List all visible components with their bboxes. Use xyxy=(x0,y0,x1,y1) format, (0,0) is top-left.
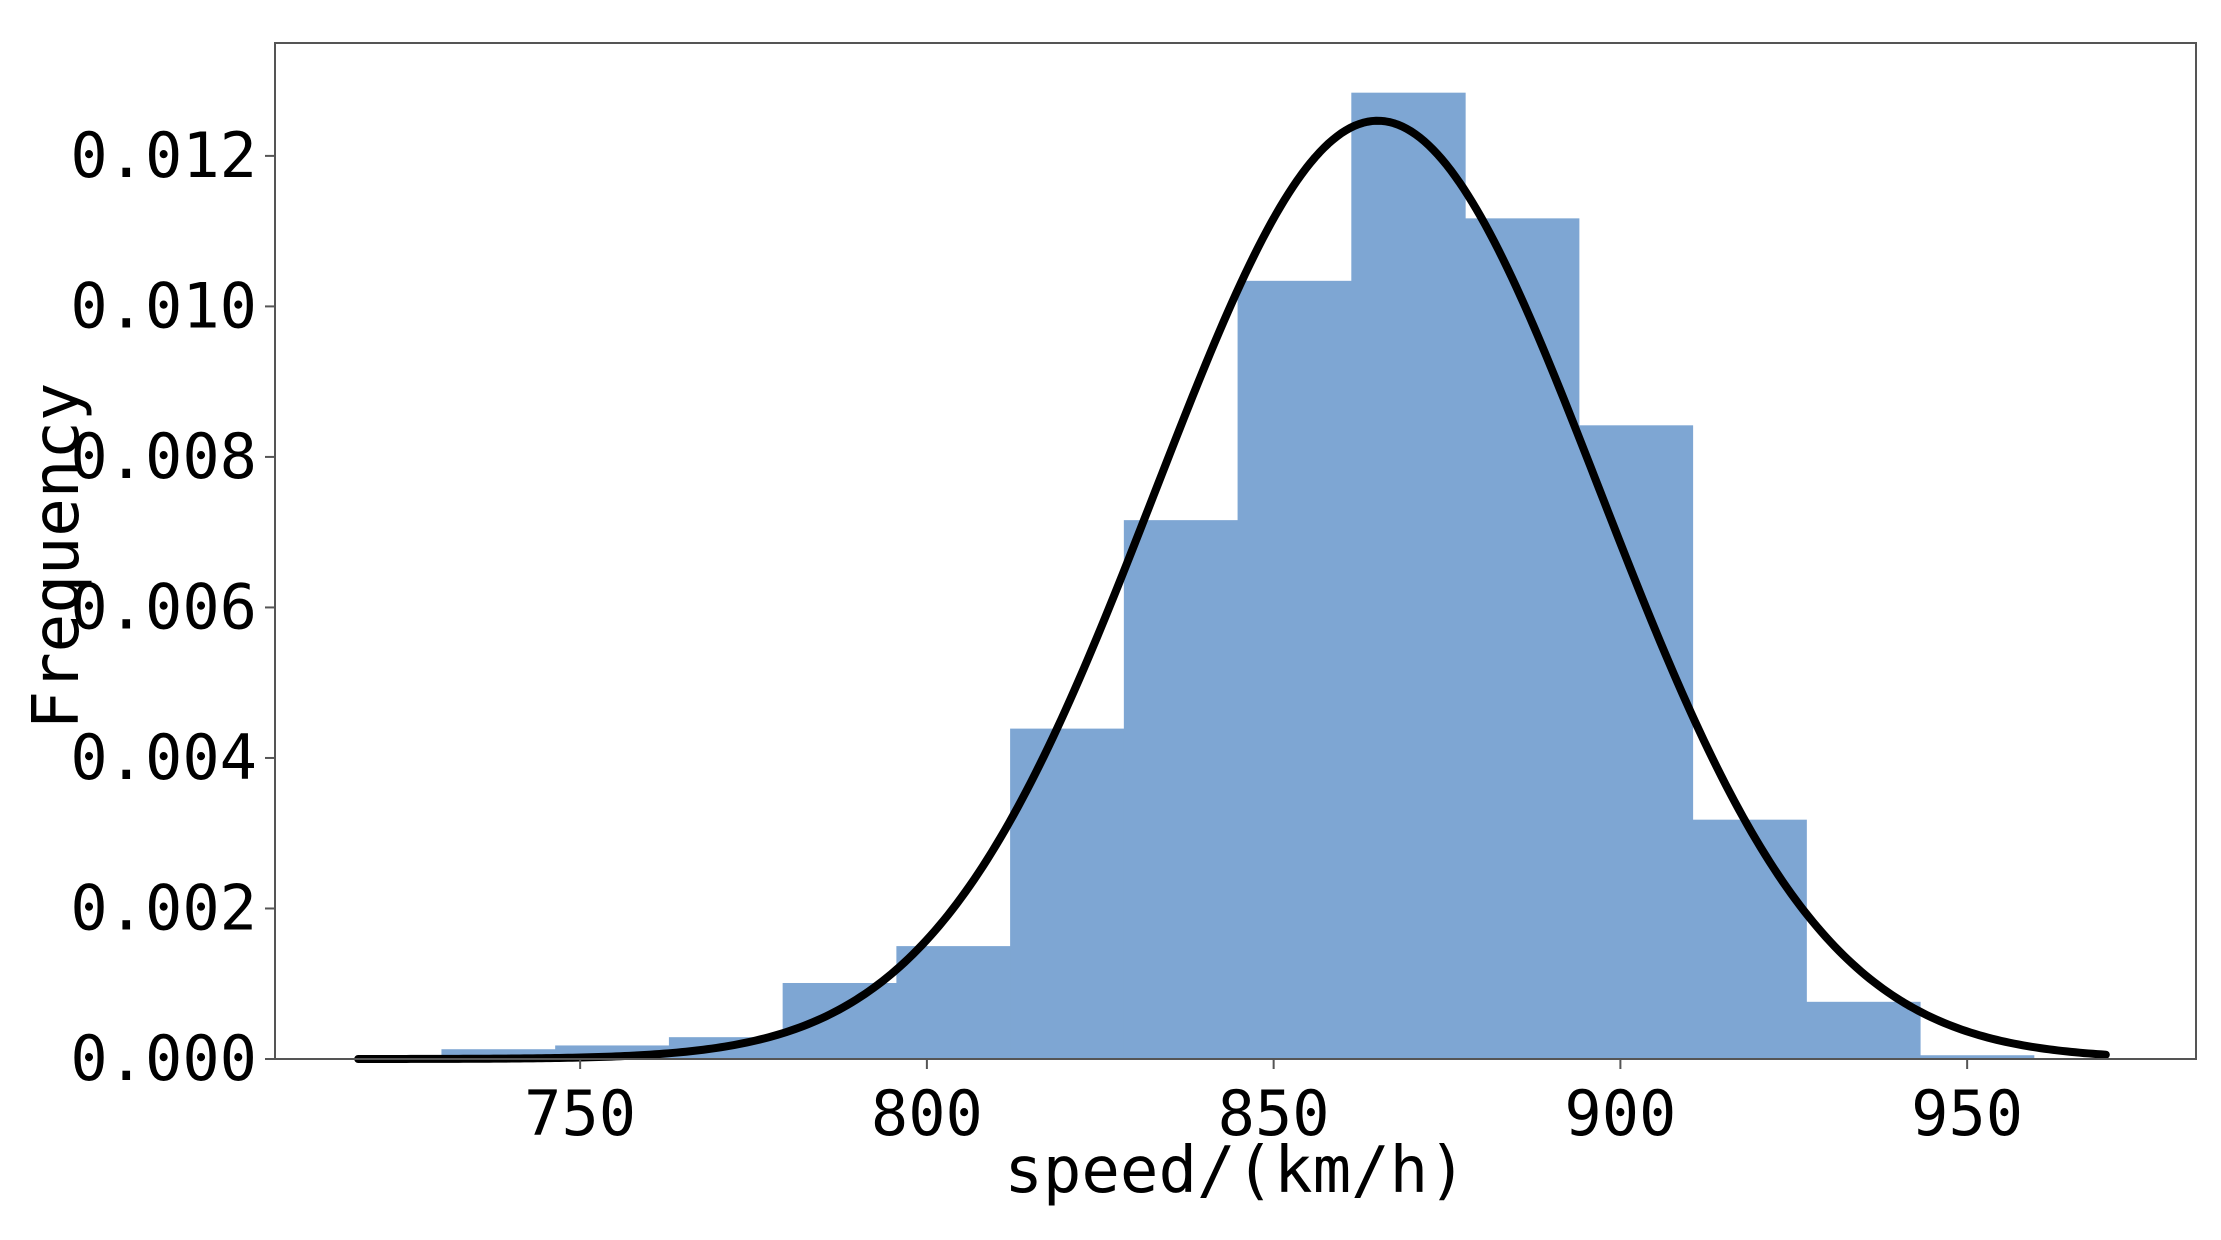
x-tick-label: 800 xyxy=(871,1077,983,1150)
histogram-bar xyxy=(1919,1055,2035,1059)
histogram-bar xyxy=(1351,92,1466,1059)
y-tick-label: 0.006 xyxy=(70,570,257,643)
x-tick-label: 950 xyxy=(1911,1077,2023,1150)
histogram-bar xyxy=(1465,218,1580,1060)
bars-layer xyxy=(441,92,2035,1060)
histogram-bar xyxy=(1010,728,1125,1059)
x-tick-label: 900 xyxy=(1564,1077,1676,1150)
histogram-bar xyxy=(782,982,897,1059)
x-axis-label: speed/(km/h) xyxy=(1004,1134,1466,1208)
histogram-bar xyxy=(896,946,1011,1059)
y-tick-label: 0.010 xyxy=(70,269,257,342)
y-tick-label: 0.000 xyxy=(70,1022,257,1095)
plot-frame xyxy=(274,42,2197,1060)
histogram-bar xyxy=(1806,1001,1921,1059)
histogram-bar xyxy=(441,1049,556,1059)
y-tick-label: 0.012 xyxy=(70,119,257,192)
histogram-bar xyxy=(1237,280,1352,1060)
histogram-bar xyxy=(1692,819,1807,1059)
y-tick-label: 0.008 xyxy=(70,420,257,493)
x-tick-label: 750 xyxy=(524,1077,636,1150)
y-axis: 0.000 0.002 0.004 0.006 0.008 0.010 0.012 xyxy=(70,119,275,1095)
normal-fit-curve xyxy=(354,116,2110,1063)
y-tick-label: 0.002 xyxy=(70,871,257,944)
y-axis-label: Frequency xyxy=(20,383,94,730)
x-axis: 750 800 850 900 950 xyxy=(524,1059,2023,1150)
histogram-bar xyxy=(1578,425,1694,1060)
y-tick-label: 0.004 xyxy=(70,721,257,794)
histogram-bar xyxy=(1123,520,1239,1059)
x-tick-label: 850 xyxy=(1218,1077,1330,1150)
